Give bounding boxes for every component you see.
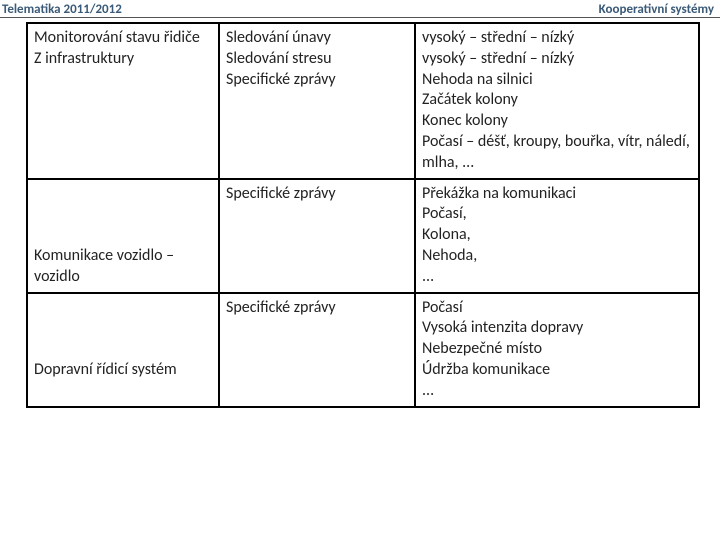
table-row: Komunikace vozidlo – vozidlo Specifické … xyxy=(27,179,699,293)
table-row: Monitorování stavu řidičeZ infrastruktur… xyxy=(27,23,699,179)
cell-source: Komunikace vozidlo – vozidlo xyxy=(27,179,219,293)
cell-detail: vysoký – střední – nízkývysoký – střední… xyxy=(415,23,699,179)
cell-source: Monitorování stavu řidičeZ infrastruktur… xyxy=(27,23,219,179)
page-header: Telematika 2011/2012 Kooperativní systém… xyxy=(0,0,720,18)
main-table: Monitorování stavu řidičeZ infrastruktur… xyxy=(26,22,700,408)
cell-detail: Překážka na komunikaciPočasí,Kolona,Neho… xyxy=(415,179,699,293)
cell-detail: PočasíVysoká intenzita dopravyNebezpečné… xyxy=(415,293,699,407)
cell-source: Dopravní řídicí systém xyxy=(27,293,219,407)
header-left: Telematika 2011/2012 xyxy=(2,2,122,17)
table-row: Dopravní řídicí systém Specifické zprávy… xyxy=(27,293,699,407)
cell-function: Specifické zprávy xyxy=(219,293,415,407)
header-right: Kooperativní systémy xyxy=(599,2,714,17)
cell-function: Specifické zprávy xyxy=(219,179,415,293)
cell-function: Sledování únavySledování stresuSpecifick… xyxy=(219,23,415,179)
